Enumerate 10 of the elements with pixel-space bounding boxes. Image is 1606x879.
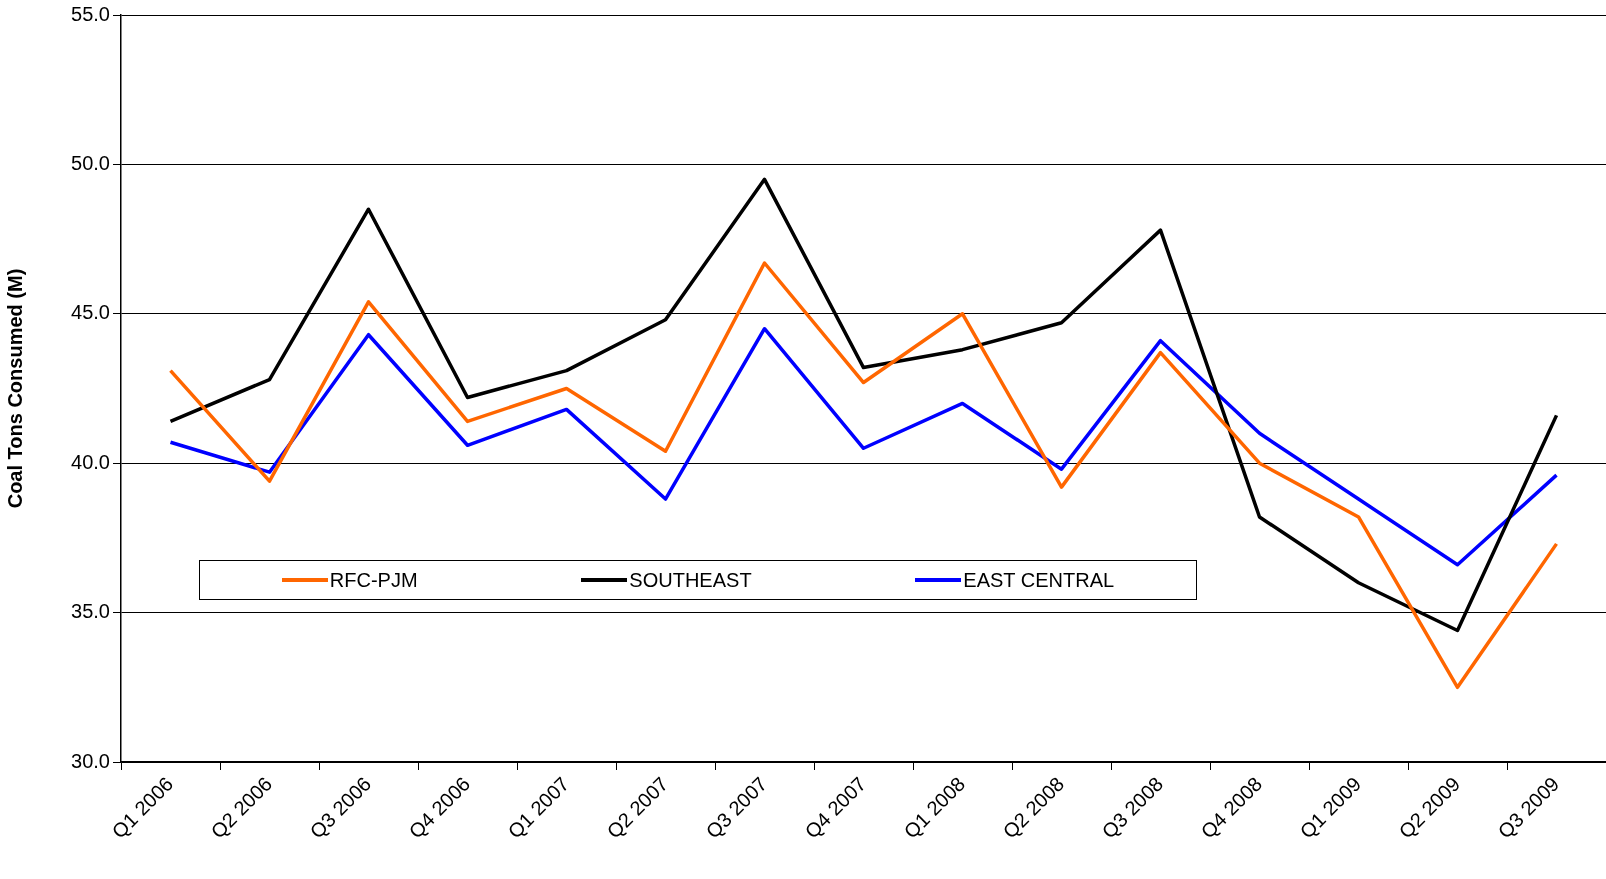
y-tick-label: 35.0 [71, 600, 110, 623]
y-tick-label: 55.0 [71, 2, 110, 25]
y-tick-label: 40.0 [71, 450, 110, 473]
legend-label: SOUTHEAST [629, 568, 752, 592]
legend-label: EAST CENTRAL [963, 568, 1115, 592]
y-tick-label: 50.0 [71, 151, 110, 174]
y-tick-label: 45.0 [71, 301, 110, 324]
legend-label: RFC-PJM [329, 568, 418, 592]
y-axis-title: Coal Tons Consumed (M) [3, 268, 26, 509]
y-tick-label: 30.0 [71, 749, 110, 772]
